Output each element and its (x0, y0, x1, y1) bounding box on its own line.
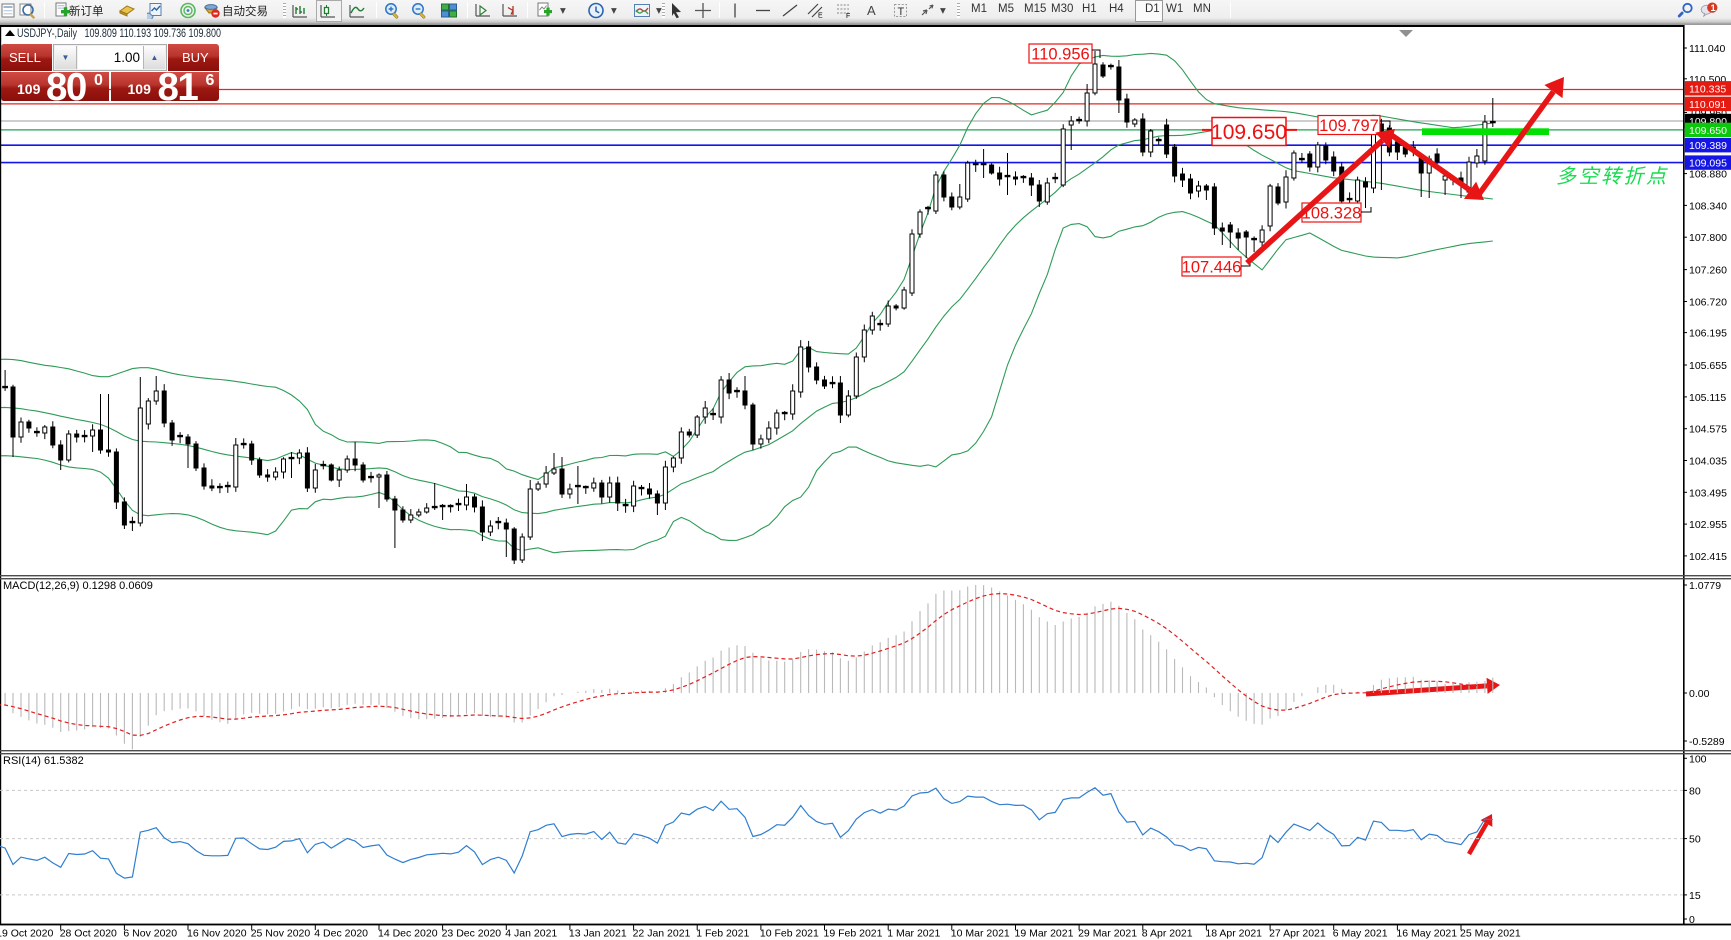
svg-text:110.091: 110.091 (1689, 99, 1726, 111)
svg-text:1: 1 (1710, 2, 1715, 13)
svg-text:103.495: 103.495 (1689, 487, 1727, 499)
svg-text:23 Dec 2020: 23 Dec 2020 (442, 928, 502, 940)
svg-text:19 Feb 2021: 19 Feb 2021 (824, 928, 883, 940)
svg-text:6 Nov 2020: 6 Nov 2020 (123, 928, 177, 940)
svg-text:多空转折点: 多空转折点 (1556, 166, 1669, 188)
svg-text:80: 80 (1689, 785, 1701, 797)
svg-text:111.040: 111.040 (1689, 43, 1726, 55)
svg-text:109.650: 109.650 (1689, 125, 1727, 137)
svg-text:104.035: 104.035 (1689, 456, 1727, 468)
svg-text:107.800: 107.800 (1689, 232, 1727, 244)
svg-text:15: 15 (1689, 890, 1701, 902)
svg-text:110.956: 110.956 (1031, 45, 1089, 63)
svg-text:50: 50 (1689, 834, 1701, 846)
svg-text:106.195: 106.195 (1689, 328, 1727, 340)
svg-text:1 Mar 2021: 1 Mar 2021 (887, 928, 940, 940)
svg-text:105.655: 105.655 (1689, 360, 1727, 372)
svg-text:110.335: 110.335 (1689, 83, 1726, 95)
svg-text:19 Oct 2020: 19 Oct 2020 (0, 928, 53, 940)
svg-text:27 Apr 2021: 27 Apr 2021 (1269, 928, 1326, 940)
svg-text:108.880: 108.880 (1689, 169, 1727, 181)
svg-text:102.955: 102.955 (1689, 519, 1727, 531)
svg-text:10 Feb 2021: 10 Feb 2021 (760, 928, 819, 940)
svg-text:0: 0 (1689, 914, 1695, 926)
svg-text:28 Oct 2020: 28 Oct 2020 (60, 928, 117, 940)
svg-text:102.415: 102.415 (1689, 551, 1727, 563)
svg-text:1.0779: 1.0779 (1689, 580, 1721, 592)
svg-text:13 Jan 2021: 13 Jan 2021 (569, 928, 627, 940)
svg-text:4 Jan 2021: 4 Jan 2021 (505, 928, 557, 940)
svg-text:16 May 2021: 16 May 2021 (1396, 928, 1457, 940)
svg-text:E: E (818, 13, 823, 20)
svg-text:0.00: 0.00 (1689, 688, 1710, 700)
svg-text:108.340: 108.340 (1689, 200, 1727, 212)
svg-text:F: F (846, 13, 850, 19)
svg-text:22 Jan 2021: 22 Jan 2021 (633, 928, 691, 940)
svg-text:109.650: 109.650 (1211, 121, 1287, 144)
svg-text:105.115: 105.115 (1689, 392, 1726, 404)
svg-text:6 May 2021: 6 May 2021 (1333, 928, 1388, 940)
svg-text:1 Feb 2021: 1 Feb 2021 (696, 928, 749, 940)
svg-text:109.389: 109.389 (1689, 140, 1727, 152)
svg-text:14 Dec 2020: 14 Dec 2020 (378, 928, 438, 940)
svg-text:108.328: 108.328 (1302, 204, 1362, 222)
svg-text:8 Apr 2021: 8 Apr 2021 (1142, 928, 1193, 940)
svg-text:29 Mar 2021: 29 Mar 2021 (1078, 928, 1137, 940)
svg-text:4 Dec 2020: 4 Dec 2020 (314, 928, 368, 940)
svg-text:T: T (898, 6, 905, 18)
svg-text:100: 100 (1689, 753, 1707, 765)
svg-text:107.446: 107.446 (1182, 258, 1242, 276)
svg-text:16 Nov 2020: 16 Nov 2020 (187, 928, 247, 940)
svg-text:MACD(12,26,9) 0.1298 0.0609: MACD(12,26,9) 0.1298 0.0609 (3, 580, 153, 592)
svg-text:109.095: 109.095 (1689, 158, 1727, 170)
svg-text:19 Mar 2021: 19 Mar 2021 (1015, 928, 1074, 940)
svg-text:18 Apr 2021: 18 Apr 2021 (1205, 928, 1262, 940)
svg-text:109.797: 109.797 (1319, 117, 1379, 135)
svg-text:25 Nov 2020: 25 Nov 2020 (251, 928, 311, 940)
svg-text:10 Mar 2021: 10 Mar 2021 (951, 928, 1010, 940)
svg-text:RSI(14) 61.5382: RSI(14) 61.5382 (3, 755, 84, 767)
svg-text:104.575: 104.575 (1689, 424, 1727, 436)
svg-text:-0.5289: -0.5289 (1689, 736, 1725, 748)
svg-text:107.260: 107.260 (1689, 265, 1727, 277)
svg-text:25 May 2021: 25 May 2021 (1460, 928, 1521, 940)
svg-text:106.720: 106.720 (1689, 297, 1727, 309)
